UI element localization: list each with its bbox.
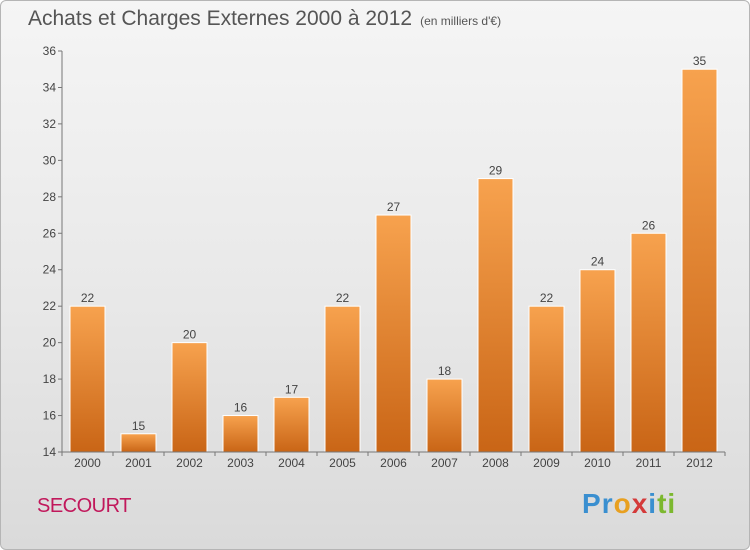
y-tick-label: 14 <box>43 445 57 459</box>
bar-value-label: 15 <box>132 419 146 433</box>
logo-letter: P <box>582 488 602 519</box>
bar-2005 <box>324 305 361 453</box>
x-tick-label: 2003 <box>227 456 254 470</box>
logo-letter: r <box>601 488 614 519</box>
x-tick-label: 2000 <box>74 456 101 470</box>
chart-title: Achats et Charges Externes 2000 à 2012 (e… <box>28 7 501 31</box>
bar-value-label: 29 <box>489 164 503 178</box>
chart-subtitle: (en milliers d'€) <box>420 14 502 28</box>
y-tick-label: 20 <box>43 336 57 350</box>
x-tick-label: 2008 <box>482 456 509 470</box>
x-tick-label: 2010 <box>584 456 611 470</box>
bar-2006 <box>375 214 412 453</box>
bar-value-label: 20 <box>183 328 197 342</box>
bar-2000 <box>69 305 106 453</box>
y-tick-label: 26 <box>43 226 57 240</box>
y-tick-label: 30 <box>43 153 57 167</box>
bar-value-label: 22 <box>81 291 95 305</box>
logo-letter: t <box>657 488 668 519</box>
x-tick-label: 2004 <box>278 456 305 470</box>
bar-2007 <box>426 378 463 453</box>
y-tick-label: 34 <box>43 80 57 94</box>
y-tick-label: 16 <box>43 409 57 423</box>
logo-letter: x <box>631 488 649 519</box>
bar-value-label: 16 <box>234 401 248 415</box>
bar-value-label: 27 <box>387 200 401 214</box>
y-tick-label: 36 <box>43 44 57 58</box>
bar-2009 <box>528 305 565 453</box>
logo-letter: o <box>613 488 632 519</box>
chart-title-text: Achats et Charges Externes 2000 à 2012 <box>28 7 413 30</box>
y-tick-label: 24 <box>43 263 57 277</box>
bar-value-label: 24 <box>591 255 605 269</box>
bar-2010 <box>579 269 616 453</box>
bar-2011 <box>630 232 667 453</box>
x-tick-label: 2007 <box>431 456 458 470</box>
bar-2001 <box>120 433 157 453</box>
x-tick-label: 2006 <box>380 456 407 470</box>
y-tick-label: 28 <box>43 190 57 204</box>
y-tick-label: 22 <box>43 299 57 313</box>
x-tick-label: 2012 <box>686 456 713 470</box>
x-tick-label: 2001 <box>125 456 152 470</box>
bar-2002 <box>171 342 208 453</box>
bar-value-label: 22 <box>336 291 350 305</box>
logo-letter: i <box>648 488 658 519</box>
bar-2004 <box>273 396 310 453</box>
logo-letter: i <box>667 488 677 519</box>
proxiti-logo: Proxiti <box>582 488 676 520</box>
bar-value-label: 18 <box>438 364 452 378</box>
bar-value-label: 22 <box>540 291 554 305</box>
x-tick-label: 2002 <box>176 456 203 470</box>
bar-value-label: 17 <box>285 382 299 396</box>
x-tick-label: 2005 <box>329 456 356 470</box>
x-tick-label: 2009 <box>533 456 560 470</box>
x-tick-label: 2011 <box>636 456 662 470</box>
bar-2003 <box>222 415 259 453</box>
bar-value-label: 35 <box>693 54 707 68</box>
y-tick-label: 32 <box>43 117 57 131</box>
commune-name: SECOURT <box>37 495 131 517</box>
bar-value-label: 26 <box>642 218 656 232</box>
bar-2012 <box>681 68 718 453</box>
bar-2008 <box>477 178 514 453</box>
y-tick-label: 18 <box>43 372 57 386</box>
